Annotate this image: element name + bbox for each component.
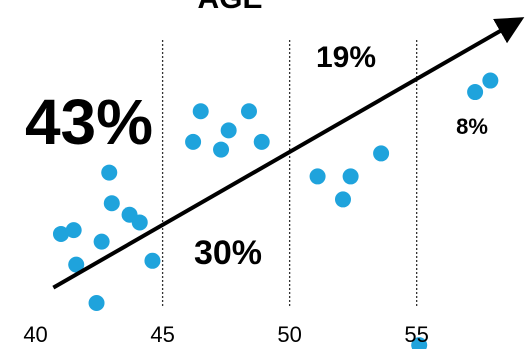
- segment-label-55-60: 8%: [456, 114, 488, 139]
- data-point: [334, 191, 351, 208]
- data-points: [52, 72, 499, 349]
- data-point: [240, 103, 257, 120]
- data-point: [185, 133, 202, 150]
- data-point: [220, 122, 237, 139]
- segment-labels: 43% 30% 19% 8%: [25, 41, 488, 272]
- data-point: [68, 256, 85, 273]
- data-point: [93, 233, 110, 250]
- segment-label-45-50: 30%: [194, 234, 262, 272]
- data-point: [52, 225, 69, 242]
- data-point: [342, 168, 359, 185]
- data-point: [103, 195, 120, 212]
- data-point: [373, 145, 390, 162]
- segment-label-40-45: 43%: [25, 86, 153, 158]
- chart-title: AGE: [197, 0, 262, 15]
- segment-label-50-55: 19%: [316, 41, 376, 74]
- x-tick-label: 40: [23, 322, 47, 347]
- segment-dividers: [161, 40, 418, 308]
- x-tick-label: 55: [404, 322, 428, 347]
- x-tick-label: 50: [277, 322, 301, 347]
- data-point: [101, 164, 118, 181]
- data-point: [88, 294, 105, 311]
- data-point: [65, 222, 82, 239]
- data-point: [131, 214, 148, 231]
- data-point: [144, 252, 161, 269]
- data-point: [192, 103, 209, 120]
- data-point: [309, 168, 326, 185]
- trend-arrow: [52, 17, 525, 290]
- data-point: [411, 337, 428, 349]
- data-point: [467, 84, 484, 101]
- data-point: [213, 141, 230, 158]
- x-tick-label: 45: [150, 322, 174, 347]
- data-point: [482, 72, 499, 89]
- x-axis-ticks: 40 45 50 55: [23, 322, 429, 347]
- data-point: [253, 133, 270, 150]
